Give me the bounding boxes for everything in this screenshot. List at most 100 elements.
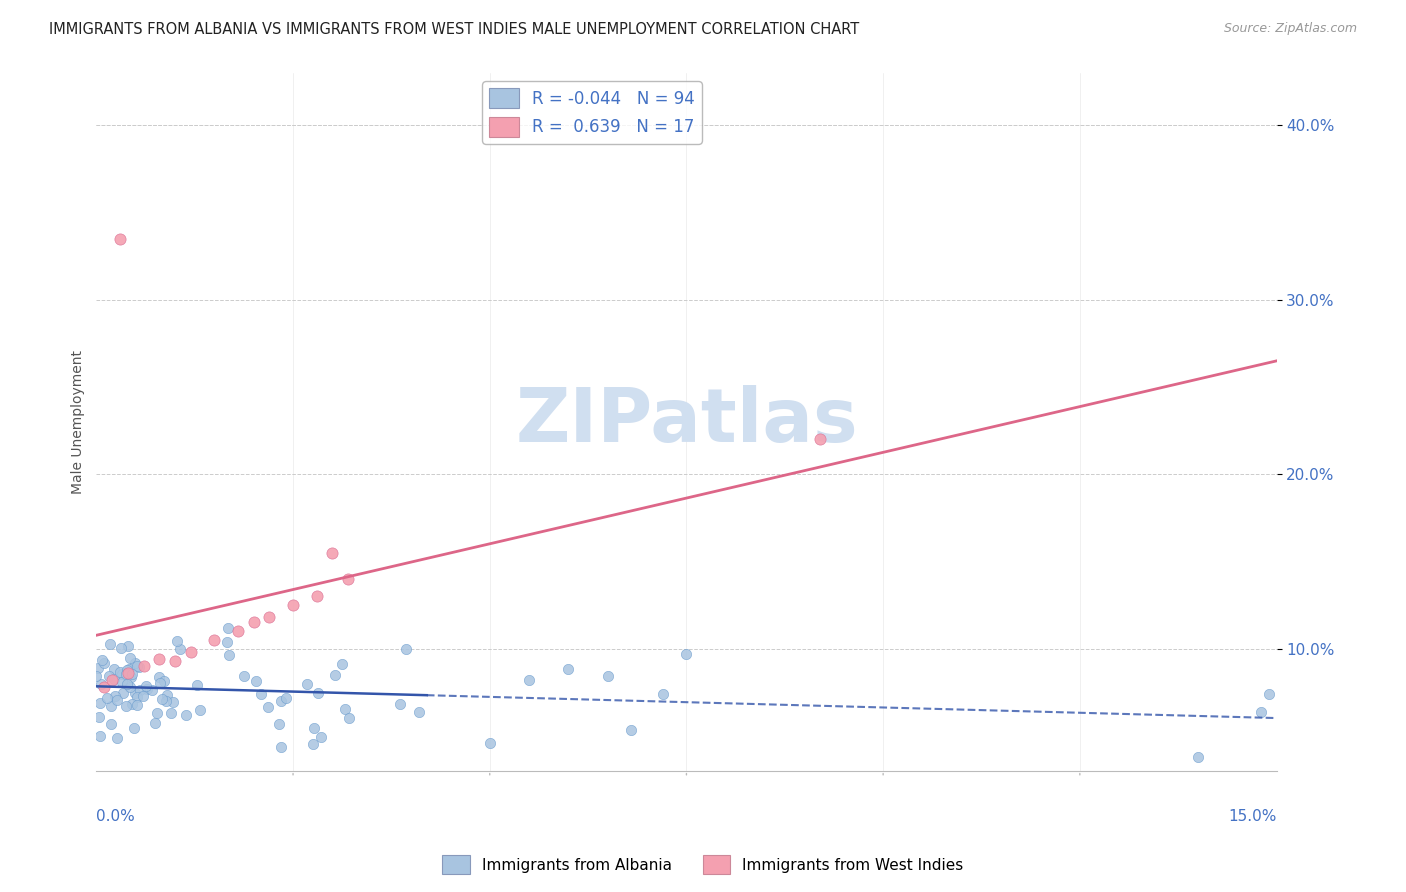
Point xyxy=(100,698,122,713)
Point xyxy=(124,686,146,700)
Point xyxy=(651,687,673,701)
Point xyxy=(295,677,318,691)
Point xyxy=(149,675,172,690)
Point xyxy=(276,691,298,706)
Text: ZIPatlas: ZIPatlas xyxy=(515,385,858,458)
Point xyxy=(89,710,111,724)
Point xyxy=(100,717,122,731)
Point xyxy=(388,698,411,712)
Y-axis label: Male Unemployment: Male Unemployment xyxy=(72,350,86,494)
Point xyxy=(103,662,125,676)
Point xyxy=(108,232,131,246)
Point xyxy=(110,665,132,679)
Point xyxy=(1250,705,1272,719)
Point xyxy=(307,686,329,700)
Point xyxy=(101,673,124,687)
Point xyxy=(120,670,142,684)
Point xyxy=(96,690,118,705)
Point xyxy=(89,696,111,710)
Point xyxy=(337,572,360,586)
Point xyxy=(186,678,208,692)
Text: Source: ZipAtlas.com: Source: ZipAtlas.com xyxy=(1223,22,1357,36)
Point xyxy=(159,706,181,720)
Text: 15.0%: 15.0% xyxy=(1229,809,1277,824)
Point xyxy=(98,669,121,683)
Point xyxy=(217,621,239,635)
Point xyxy=(118,662,141,676)
Point xyxy=(135,679,157,693)
Point xyxy=(188,703,211,717)
Point xyxy=(90,676,112,690)
Point xyxy=(89,729,111,743)
Point xyxy=(114,698,136,713)
Point xyxy=(323,668,346,682)
Point xyxy=(1187,749,1209,764)
Point xyxy=(143,715,166,730)
Point xyxy=(395,642,418,657)
Point xyxy=(557,662,579,676)
Point xyxy=(132,689,155,703)
Point xyxy=(127,690,149,705)
Point xyxy=(148,652,170,666)
Point xyxy=(675,647,697,661)
Point xyxy=(169,642,191,657)
Point xyxy=(117,666,139,681)
Point xyxy=(245,674,267,689)
Point xyxy=(87,661,110,675)
Point xyxy=(105,731,128,746)
Point xyxy=(162,695,184,709)
Point xyxy=(129,682,152,697)
Point xyxy=(596,669,619,683)
Point xyxy=(808,432,831,446)
Point xyxy=(132,659,155,673)
Legend: R = -0.044   N = 94, R =  0.639   N = 17: R = -0.044 N = 94, R = 0.639 N = 17 xyxy=(482,81,702,144)
Point xyxy=(311,730,333,744)
Point xyxy=(111,666,134,681)
Point xyxy=(270,693,292,707)
Point xyxy=(333,702,356,716)
Point xyxy=(478,736,501,750)
Point xyxy=(111,675,134,690)
Text: IMMIGRANTS FROM ALBANIA VS IMMIGRANTS FROM WEST INDIES MALE UNEMPLOYMENT CORRELA: IMMIGRANTS FROM ALBANIA VS IMMIGRANTS FR… xyxy=(49,22,859,37)
Point xyxy=(301,737,323,751)
Point xyxy=(120,680,142,694)
Point xyxy=(150,691,173,706)
Point xyxy=(115,666,138,681)
Point xyxy=(127,698,149,712)
Text: 0.0%: 0.0% xyxy=(97,809,135,824)
Point xyxy=(330,657,353,672)
Point xyxy=(166,634,188,648)
Point xyxy=(124,656,146,670)
Point xyxy=(117,639,139,653)
Point xyxy=(174,708,197,723)
Point xyxy=(337,711,360,725)
Point xyxy=(304,722,326,736)
Point xyxy=(103,672,125,686)
Point xyxy=(269,717,291,731)
Point xyxy=(155,694,177,708)
Point xyxy=(232,669,254,683)
Point xyxy=(93,680,115,694)
Legend: Immigrants from Albania, Immigrants from West Indies: Immigrants from Albania, Immigrants from… xyxy=(436,849,970,880)
Point xyxy=(118,651,141,665)
Point xyxy=(135,681,157,696)
Point xyxy=(148,670,170,684)
Point xyxy=(226,624,249,639)
Point xyxy=(163,654,186,668)
Point xyxy=(620,723,643,738)
Point xyxy=(180,645,202,659)
Point xyxy=(98,637,121,651)
Point xyxy=(122,721,145,735)
Point xyxy=(270,740,292,755)
Point xyxy=(321,546,343,560)
Point xyxy=(128,660,150,674)
Point xyxy=(121,666,143,681)
Point xyxy=(256,699,278,714)
Point xyxy=(215,635,238,649)
Point xyxy=(1257,688,1279,702)
Point xyxy=(156,688,179,702)
Point xyxy=(104,689,127,703)
Point xyxy=(127,659,149,673)
Point xyxy=(250,687,273,701)
Point xyxy=(218,648,240,662)
